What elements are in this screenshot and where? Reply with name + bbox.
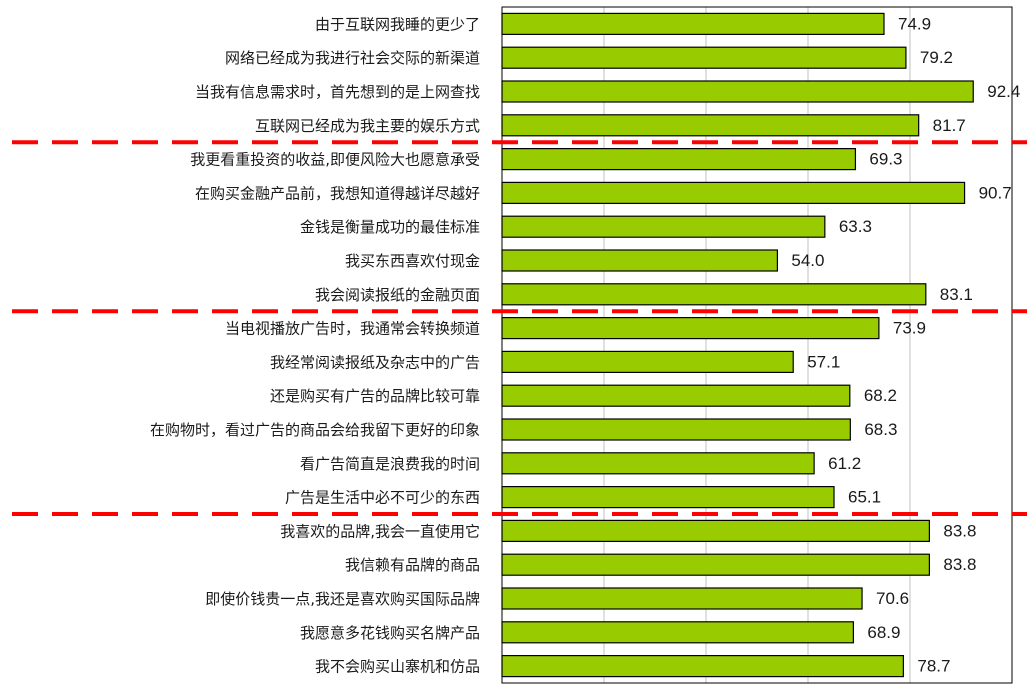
bar (501, 215, 826, 238)
value-label: 83.1 (940, 285, 973, 304)
value-labels: 74.9 79.2 92.4 81.7 69.3 90.7 63.3 54.0 83.1 73.9… (791, 14, 1020, 675)
category-label: 还是购买有广告的品牌比较可靠 (270, 387, 480, 405)
category-label: 我喜欢的品牌,我会一直使用它 (280, 522, 480, 540)
bar (501, 114, 920, 137)
bar (501, 46, 907, 69)
bar (501, 181, 966, 204)
value-label: 83.8 (943, 521, 976, 540)
category-label: 当我有信息需求时，首先想到的是上网查找 (195, 83, 480, 101)
value-label: 73.9 (893, 319, 926, 338)
value-label: 57.1 (807, 352, 840, 371)
category-label: 我经常阅读报纸及杂志中的广告 (270, 353, 480, 371)
bar (501, 249, 778, 272)
bar (501, 80, 974, 103)
bar (501, 452, 815, 475)
bar (501, 350, 794, 373)
value-label: 90.7 (979, 183, 1012, 202)
bar (501, 317, 880, 340)
value-label: 61.2 (828, 454, 861, 473)
bar (501, 283, 927, 306)
category-label: 我会阅读报纸的金融页面 (315, 286, 480, 304)
bar (501, 148, 857, 171)
group-separators (12, 140, 1027, 516)
bar (501, 553, 930, 576)
value-label: 83.8 (943, 555, 976, 574)
bar (501, 519, 930, 543)
category-label: 在购物时，看过广告的商品会给我留下更好的印象 (150, 421, 480, 439)
value-label: 78.7 (917, 657, 950, 676)
category-label: 在购买金融产品前，我想知道得越详尽越好 (195, 184, 480, 202)
bar (501, 587, 863, 610)
bar (501, 486, 835, 509)
value-label: 68.2 (864, 386, 897, 405)
category-label: 互联网已经成为我主要的娱乐方式 (255, 117, 480, 135)
category-label: 我愿意多花钱购买名牌产品 (300, 624, 480, 642)
value-label: 69.3 (869, 150, 902, 169)
category-label: 我更看重投资的收益,即便风险大也愿意承受 (190, 151, 480, 169)
category-label: 广告是生活中必不可少的东西 (285, 489, 480, 507)
bar (501, 12, 885, 35)
bars (501, 12, 974, 678)
value-label: 81.7 (933, 116, 966, 135)
value-label: 65.1 (848, 488, 881, 507)
bar (501, 621, 854, 644)
bar (501, 384, 851, 407)
plot-area-frame (501, 6, 1013, 684)
category-label: 金钱是衡量成功的最佳标准 (300, 218, 480, 236)
category-label: 看广告简直是浪费我的时间 (300, 455, 480, 473)
category-label: 网络已经成为我进行社会交际的新渠道 (225, 49, 480, 67)
value-label: 54.0 (791, 251, 824, 270)
value-label: 63.3 (839, 217, 872, 236)
value-label: 74.9 (898, 14, 931, 33)
category-labels: 由于互联网我睡的更少了网络已经成为我进行社会交际的新渠道当我有信息需求时，首先想… (150, 15, 480, 675)
value-label: 68.9 (867, 623, 900, 642)
category-label: 我信赖有品牌的商品 (345, 556, 480, 574)
value-label: 70.6 (876, 589, 909, 608)
category-label: 即使价钱贵一点,我还是喜欢购买国际品牌 (205, 590, 480, 608)
gridlines (603, 7, 911, 683)
bar (501, 418, 851, 441)
value-label: 92.4 (987, 82, 1020, 101)
category-label: 当电视播放广告时，我通常会转换频道 (225, 320, 480, 338)
category-label: 我买东西喜欢付现金 (345, 252, 480, 270)
bar (501, 654, 904, 678)
value-label: 79.2 (920, 48, 953, 67)
category-label: 由于互联网我睡的更少了 (315, 15, 480, 33)
value-label: 68.3 (864, 420, 897, 439)
category-label: 我不会购买山寨机和仿品 (315, 658, 480, 676)
